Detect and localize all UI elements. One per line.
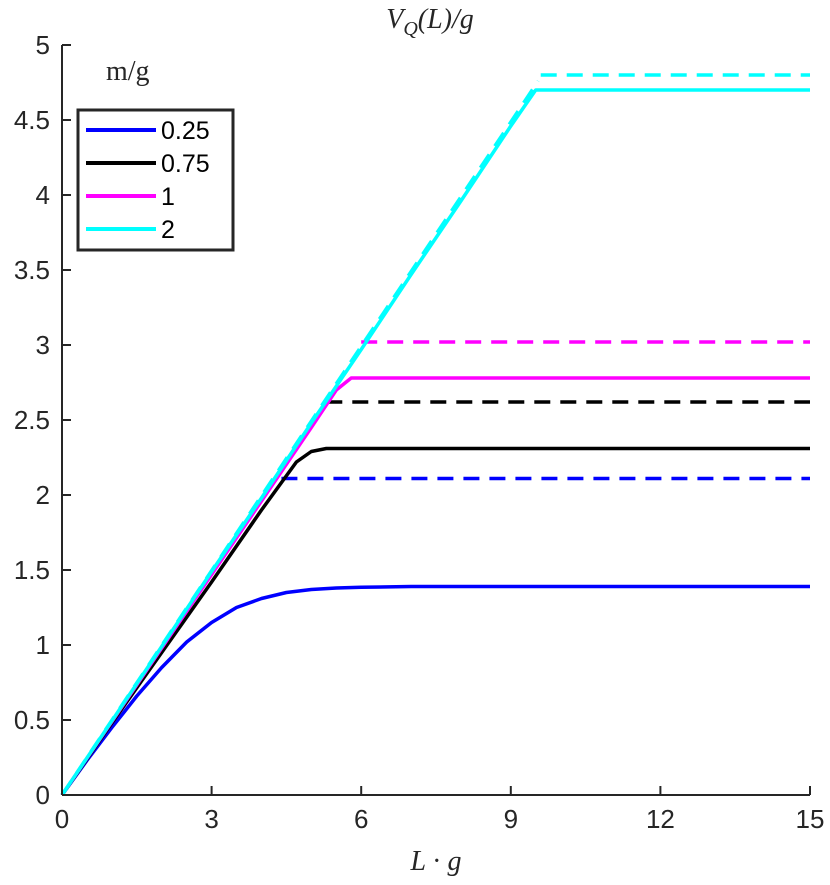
- y-tick-label: 2: [36, 480, 50, 510]
- x-tick-label: 3: [204, 804, 218, 834]
- series-line-0: [60, 584, 810, 797]
- legend-label-0: 0.25: [161, 117, 210, 145]
- legend-box: [76, 108, 235, 252]
- svg-text:VQ(L)/g: VQ(L)/g: [386, 4, 474, 40]
- x-axis-label: L · g: [410, 846, 462, 877]
- y-tick-label: 4: [36, 180, 50, 210]
- x-tick-label: 9: [504, 804, 518, 834]
- diagonal-dashed-line: [60, 80, 540, 796]
- x-tick-label: 6: [354, 804, 368, 834]
- legend-label-3: 2: [161, 216, 175, 244]
- legend: 0.25 0.75 1 2: [76, 108, 235, 252]
- y-tick-label: 4.5: [14, 105, 50, 135]
- x-tick-label: 15: [796, 804, 825, 834]
- y-tick-label: 5: [36, 30, 50, 60]
- y-tick-label: 0: [36, 780, 50, 810]
- chart-title: VQ(L)/g: [386, 4, 474, 40]
- y-tick-label: 3.5: [14, 255, 50, 285]
- y-tick-label: 3: [36, 330, 50, 360]
- x-tick-label: 12: [646, 804, 675, 834]
- x-tick-label: 0: [55, 804, 69, 834]
- series-line-1: [60, 446, 810, 796]
- legend-label-2: 1: [161, 183, 175, 211]
- legend-title: m/g: [106, 56, 150, 87]
- y-tick-label: 1: [36, 630, 50, 660]
- y-tick-label: 0.5: [14, 705, 50, 735]
- svg-text:L·g: L · g: [410, 846, 462, 877]
- y-tick-label: 2.5: [14, 405, 50, 435]
- curves-layer: [60, 73, 810, 797]
- legend-label-1: 0.75: [161, 150, 210, 178]
- y-tick-label: 1.5: [14, 555, 50, 585]
